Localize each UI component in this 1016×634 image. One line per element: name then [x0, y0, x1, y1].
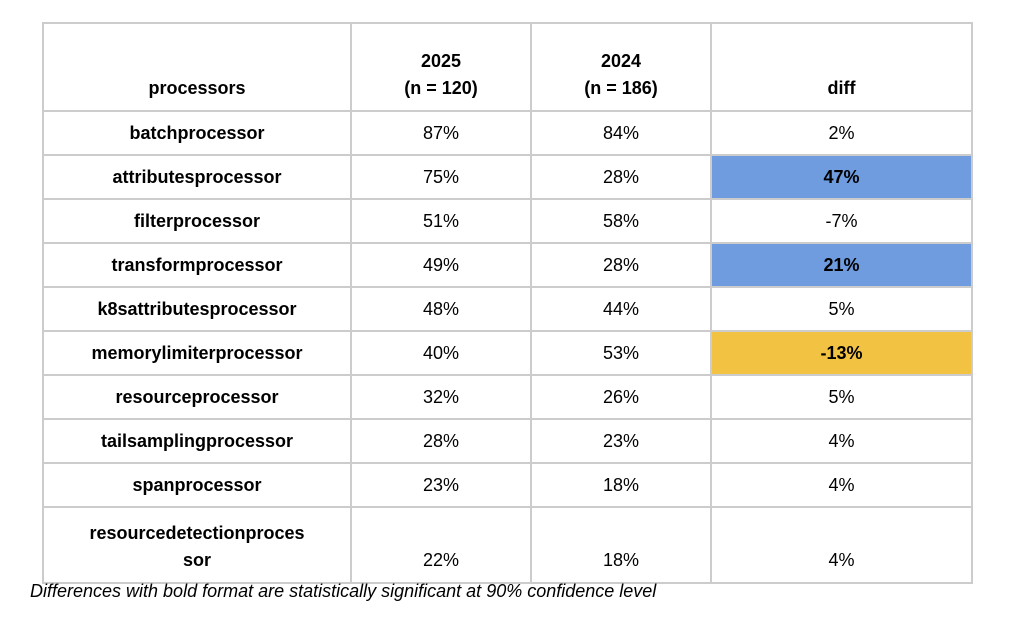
diff-cell: 5% — [710, 374, 973, 420]
header-row: processors 2025 (n = 120) 2024 (n = 186)… — [42, 22, 973, 112]
table-row: attributesprocessor 75% 28% 47% — [42, 154, 973, 200]
value-2024-cell: 18% — [530, 462, 712, 508]
survey-table-wrap: processors 2025 (n = 120) 2024 (n = 186)… — [42, 22, 973, 584]
value-2025-cell: 40% — [350, 330, 532, 376]
processor-name-cell: tailsamplingprocessor — [42, 418, 352, 464]
processor-name-cell: memorylimiterprocessor — [42, 330, 352, 376]
table-row: spanprocessor 23% 18% 4% — [42, 462, 973, 508]
table-body: batchprocessor 87% 84% 2% attributesproc… — [42, 110, 973, 584]
value-2025-cell: 87% — [350, 110, 532, 156]
diff-cell: 4% — [710, 506, 973, 584]
value-2025-cell: 28% — [350, 418, 532, 464]
diff-cell: 47% — [710, 154, 973, 200]
value-2025-cell: 23% — [350, 462, 532, 508]
table-row: memorylimiterprocessor 40% 53% -13% — [42, 330, 973, 376]
table-row: tailsamplingprocessor 28% 23% 4% — [42, 418, 973, 464]
diff-cell: 21% — [710, 242, 973, 288]
diff-cell: 4% — [710, 418, 973, 464]
table-row: resourceprocessor 32% 26% 5% — [42, 374, 973, 420]
header-diff: diff — [710, 22, 973, 112]
table-row: resourcedetectionproces sor 22% 18% 4% — [42, 506, 973, 584]
diff-cell: -13% — [710, 330, 973, 376]
processor-name-cell: spanprocessor — [42, 462, 352, 508]
processor-name-cell: transformprocessor — [42, 242, 352, 288]
diff-cell: 5% — [710, 286, 973, 332]
value-2024-cell: 53% — [530, 330, 712, 376]
value-2024-cell: 26% — [530, 374, 712, 420]
processor-name-cell: attributesprocessor — [42, 154, 352, 200]
table-row: transformprocessor 49% 28% 21% — [42, 242, 973, 288]
value-2025-cell: 48% — [350, 286, 532, 332]
value-2025-cell: 32% — [350, 374, 532, 420]
value-2024-cell: 28% — [530, 154, 712, 200]
value-2025-cell: 51% — [350, 198, 532, 244]
diff-cell: 2% — [710, 110, 973, 156]
diff-cell: 4% — [710, 462, 973, 508]
value-2024-cell: 18% — [530, 506, 712, 584]
header-2024: 2024 (n = 186) — [530, 22, 712, 112]
processor-name-cell: batchprocessor — [42, 110, 352, 156]
value-2025-cell: 22% — [350, 506, 532, 584]
table-header: processors 2025 (n = 120) 2024 (n = 186)… — [42, 22, 973, 112]
value-2024-cell: 44% — [530, 286, 712, 332]
value-2024-cell: 58% — [530, 198, 712, 244]
value-2024-cell: 23% — [530, 418, 712, 464]
diff-cell: -7% — [710, 198, 973, 244]
table-row: k8sattributesprocessor 48% 44% 5% — [42, 286, 973, 332]
value-2024-cell: 28% — [530, 242, 712, 288]
processor-name-cell: filterprocessor — [42, 198, 352, 244]
processors-usage-table: processors 2025 (n = 120) 2024 (n = 186)… — [42, 22, 973, 584]
table-row: batchprocessor 87% 84% 2% — [42, 110, 973, 156]
processor-name-cell: resourcedetectionproces sor — [42, 506, 352, 584]
table-row: filterprocessor 51% 58% -7% — [42, 198, 973, 244]
value-2025-cell: 75% — [350, 154, 532, 200]
processor-name-cell: resourceprocessor — [42, 374, 352, 420]
significance-footnote: Differences with bold format are statist… — [30, 581, 657, 601]
processor-name-cell: k8sattributesprocessor — [42, 286, 352, 332]
value-2024-cell: 84% — [530, 110, 712, 156]
header-processors: processors — [42, 22, 352, 112]
value-2025-cell: 49% — [350, 242, 532, 288]
header-2025: 2025 (n = 120) — [350, 22, 532, 112]
